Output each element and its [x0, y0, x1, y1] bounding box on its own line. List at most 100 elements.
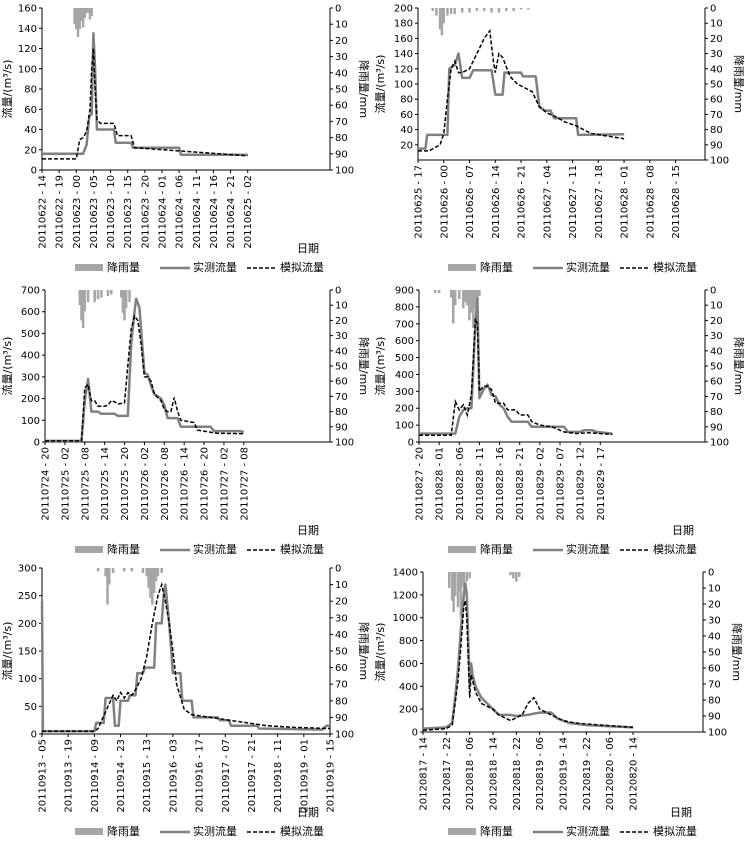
- y-tick-label: 700: [395, 319, 414, 330]
- rain-bar: [73, 8, 76, 25]
- rain-bar: [83, 8, 87, 18]
- x-tick-label: 20110726 - 20: [200, 447, 211, 521]
- y2-tick-label: 100: [335, 730, 354, 741]
- y-axis-label: 流量/(m³/s): [0, 622, 14, 681]
- rain-bar: [435, 8, 438, 16]
- x-tick-label: 20110828 - 06: [455, 447, 466, 521]
- x-tick-label: 20110725 - 14: [100, 447, 111, 521]
- y2-tick-label: 40: [710, 346, 723, 357]
- y2-tick-label: 50: [710, 80, 723, 91]
- y-tick-label: 100: [18, 674, 37, 685]
- y-tick-label: 40: [24, 125, 37, 136]
- y2-tick-label: 70: [335, 117, 348, 128]
- y2-tick-label: 0: [710, 286, 716, 297]
- rain-bar: [453, 572, 457, 596]
- y2-tick-label: 90: [335, 713, 348, 724]
- rain-bar: [442, 8, 446, 24]
- rain-bar: [474, 290, 477, 309]
- y-tick-label: 80: [400, 95, 413, 106]
- y2-tick-label: 10: [335, 301, 348, 312]
- y2-tick-label: 90: [335, 149, 348, 160]
- rain-bar: [470, 290, 473, 313]
- rain-bar: [448, 572, 451, 588]
- rain-bar: [80, 290, 83, 321]
- y2-tick-label: 20: [710, 34, 723, 45]
- y2-tick-label: 80: [708, 696, 721, 707]
- rain-bar: [145, 568, 148, 577]
- rain-bar: [76, 8, 80, 38]
- x-tick-label: 20110919 - 15: [326, 739, 337, 813]
- x-tick-label: 20110624 - 16: [209, 175, 220, 249]
- y2-tick-label: 0: [710, 4, 716, 15]
- rain-bar: [123, 568, 126, 572]
- y2-tick-label: 70: [335, 680, 348, 691]
- x-tick-label: 20110828 - 11: [475, 447, 486, 521]
- legend-observed-label: 实测流量: [193, 260, 237, 274]
- x-axis-label: 日期: [670, 806, 692, 819]
- x-tick-label: 20120820 - 14: [629, 737, 640, 811]
- x-tick-label: 20110626 - 00: [439, 165, 450, 239]
- rain-bar: [505, 8, 508, 12]
- y-tick-label: 1000: [393, 613, 418, 624]
- x-tick-label: 20110828 - 01: [435, 447, 446, 521]
- y-axis-label: 流量/(m³/s): [373, 337, 387, 396]
- y2-tick-label: 0: [335, 286, 341, 297]
- rain-bar: [461, 572, 464, 585]
- y2-tick-label: 30: [708, 616, 721, 627]
- y-axis-label: 流量/(m³/s): [373, 623, 387, 682]
- rain-bar: [454, 290, 457, 306]
- x-tick-label: 20110626 - 07: [465, 165, 476, 239]
- y-tick-label: 200: [395, 404, 414, 415]
- y2-tick-label: 60: [335, 377, 348, 388]
- x-tick-label: 20110727 - 02: [219, 447, 230, 521]
- rain-bar: [518, 572, 521, 577]
- y-tick-label: 600: [395, 336, 414, 347]
- x-tick-label: 20110913 - 05: [38, 739, 49, 813]
- y2-tick-label: 10: [335, 20, 348, 31]
- y2-tick-label: 20: [708, 600, 721, 611]
- y2-tick-label: 30: [710, 49, 723, 60]
- x-tick-label: 20120817 - 14: [419, 737, 430, 811]
- rain-bar: [476, 290, 479, 303]
- rain-bar: [451, 290, 455, 324]
- rain-bar: [110, 290, 113, 295]
- y2-axis-label: 降雨量/mm: [357, 622, 371, 680]
- rain-bar: [478, 290, 481, 297]
- y-tick-label: 500: [395, 353, 414, 364]
- x-tick-label: 20110914 - 23: [116, 739, 127, 813]
- rain-bar: [100, 290, 103, 298]
- y2-tick-label: 100: [710, 156, 729, 167]
- y-tick-label: 0: [31, 166, 37, 177]
- simulated-flow-line: [418, 28, 625, 152]
- y2-tick-label: 70: [708, 680, 721, 691]
- legend-rain-label: 降雨量: [480, 260, 513, 274]
- rain-bar: [452, 572, 455, 612]
- y-tick-label: 0: [31, 730, 37, 741]
- y-tick-label: 100: [395, 421, 414, 432]
- rain-bar: [458, 572, 461, 592]
- y-tick-label: 40: [400, 125, 413, 136]
- rain-bar: [90, 8, 93, 17]
- y2-tick-label: 20: [710, 316, 723, 327]
- y-tick-label: 120: [18, 44, 37, 55]
- y2-axis-label: 降雨量/mm: [357, 337, 371, 395]
- rain-bar: [440, 8, 444, 36]
- y-tick-label: 180: [394, 19, 413, 30]
- legend-simulated-label: 模拟流量: [653, 260, 697, 274]
- rain-bar: [78, 8, 81, 30]
- y2-tick-label: 30: [335, 52, 348, 63]
- y2-tick-label: 60: [335, 101, 348, 112]
- y2-tick-label: 90: [710, 422, 723, 433]
- rain-bar: [124, 290, 128, 309]
- rain-bar: [96, 568, 100, 572]
- rain-bar: [472, 290, 475, 328]
- x-tick-label: 20110625 - 17: [414, 165, 425, 239]
- chart-6: 0 200 400 600 800 1000 1200 1400 0 10 20 30 40 50 60 70…: [373, 568, 744, 839]
- y2-tick-label: 90: [710, 140, 723, 151]
- x-tick-label: 20110623 - 20: [140, 175, 151, 249]
- simulated-flow-line: [419, 318, 613, 436]
- x-tick-label: 20120818 - 22: [512, 737, 523, 811]
- x-tick-label: 20110622 - 19: [55, 175, 66, 249]
- rain-bar: [459, 572, 463, 617]
- legend-rain-label: 降雨量: [480, 542, 513, 556]
